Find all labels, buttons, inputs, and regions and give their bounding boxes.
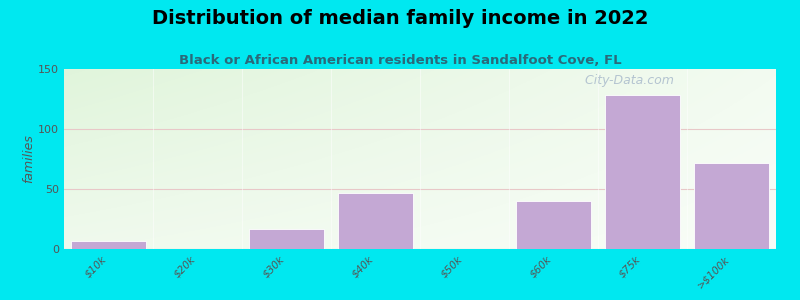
Text: City-Data.com: City-Data.com	[577, 74, 674, 87]
Bar	[516, 201, 591, 249]
Text: Distribution of median family income in 2022: Distribution of median family income in …	[152, 9, 648, 28]
Text: Black or African American residents in Sandalfoot Cove, FL: Black or African American residents in S…	[178, 54, 622, 67]
Bar	[338, 193, 414, 249]
Bar	[249, 229, 324, 249]
Y-axis label: families: families	[22, 135, 35, 183]
Bar	[694, 163, 770, 249]
Bar	[70, 241, 146, 249]
Bar	[605, 95, 680, 249]
